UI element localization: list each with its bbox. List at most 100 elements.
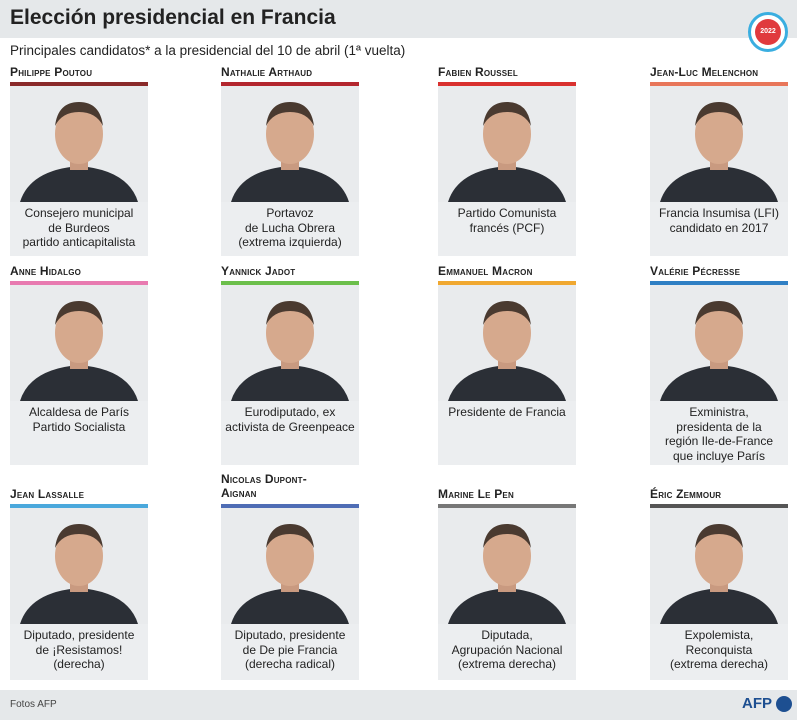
- candidate-name: Yannick Jadot: [221, 264, 296, 278]
- candidate-description-line: Partido Comunista: [457, 206, 557, 220]
- candidate-name: Jean Lassalle: [10, 487, 85, 501]
- candidate-description-line: Diputada,: [481, 628, 533, 642]
- candidate-description-box: Francia Insumisa (LFI) candidato en 2017: [650, 202, 788, 256]
- candidate-description-line: Portavoz: [266, 206, 314, 220]
- candidate-photo: [221, 285, 359, 401]
- candidate-description-box: Consejero municipal de Burdeos partido ant…: [10, 202, 148, 256]
- candidate-name: Nicolas Dupont-Aignan: [221, 472, 307, 500]
- candidate-description-line: Expolemista,: [684, 628, 754, 642]
- footer: Fotos AFP AFP: [0, 690, 797, 720]
- portrait-placeholder-icon: [660, 524, 778, 624]
- candidate-description-line: Agrupación Nacional: [451, 642, 563, 657]
- portrait-placeholder-icon: [231, 301, 349, 401]
- candidate-color-bar: [650, 82, 788, 86]
- candidate-description-line: región Ile-de-France: [664, 434, 774, 448]
- candidate-description-line: partido anticapitalista: [22, 235, 136, 249]
- candidate-photo: [438, 285, 576, 401]
- candidate-description-box: Portavoz de Lucha Obrera (extrema izquierd…: [221, 202, 359, 256]
- candidate-photo: [650, 86, 788, 202]
- candidate-name: Valérie Pécresse: [650, 264, 741, 278]
- portrait-placeholder-icon: [448, 102, 566, 202]
- candidate-description-box: Presidente de Francia: [438, 401, 576, 465]
- photo-credit: Fotos AFP: [10, 699, 57, 710]
- candidate-description-line: (extrema derecha): [457, 657, 557, 671]
- page-title: Elección presidencial en Francia: [10, 6, 336, 29]
- candidate-description-line: candidato en 2017: [669, 220, 769, 235]
- candidate-name: Philippe Poutou: [10, 65, 93, 79]
- candidate-description-line: Francia Insumisa (LFI): [658, 206, 780, 220]
- candidate-description-line: de ¡Resistamos!: [35, 642, 123, 657]
- candidate-color-bar: [10, 504, 148, 508]
- portrait-placeholder-icon: [231, 102, 349, 202]
- candidate-photo: [221, 86, 359, 202]
- year-badge-label: 2022: [755, 19, 781, 45]
- subtitle: Principales candidatos* a la presidencia…: [10, 43, 406, 58]
- candidate-color-bar: [221, 281, 359, 285]
- candidate-name: Anne Hidalgo: [10, 264, 82, 278]
- candidate-description-line: Alcaldesa de París: [28, 405, 130, 419]
- candidate-color-bar: [221, 504, 359, 508]
- portrait-placeholder-icon: [660, 301, 778, 401]
- afp-logo-dot: [776, 696, 792, 712]
- candidate-description-line: de Lucha Obrera: [244, 220, 336, 235]
- candidate-description-line: (extrema izquierda): [238, 235, 342, 249]
- portrait-placeholder-icon: [231, 524, 349, 624]
- afp-logo: AFP: [742, 695, 772, 712]
- candidate-name: Nathalie Arthaud: [221, 65, 313, 79]
- year-badge: 2022: [748, 12, 788, 52]
- candidate-description-line: Presidente de Francia: [448, 405, 566, 419]
- candidate-photo: [650, 285, 788, 401]
- candidate-photo: [438, 508, 576, 624]
- candidate-description-box: Eurodiputado, ex activista de Greenpeace: [221, 401, 359, 465]
- candidate-photo: [10, 285, 148, 401]
- candidate-color-bar: [650, 504, 788, 508]
- portrait-placeholder-icon: [660, 102, 778, 202]
- candidate-photo: [438, 86, 576, 202]
- candidate-description-line: Exministra,: [689, 405, 749, 419]
- portrait-placeholder-icon: [448, 524, 566, 624]
- candidate-description-line: (derecha radical): [244, 657, 336, 671]
- candidate-description-box: Diputada, Agrupación Nacional (extrema der…: [438, 624, 576, 680]
- candidate-name: Éric Zemmour: [650, 487, 722, 501]
- portrait-placeholder-icon: [20, 524, 138, 624]
- candidate-description-line: Eurodiputado, ex: [244, 405, 336, 419]
- candidate-description-line: Diputado, presidente: [23, 628, 135, 642]
- candidate-description-line: de Burdeos: [48, 220, 110, 235]
- candidate-description-line: Consejero municipal: [24, 206, 134, 220]
- candidate-description-line: (extrema derecha): [669, 657, 769, 671]
- candidate-description-box: Alcaldesa de París Partido Socialista: [10, 401, 148, 465]
- candidate-name: Marine Le Pen: [438, 487, 514, 501]
- candidate-description-line: presidenta de la: [676, 419, 762, 434]
- candidate-description-line: Partido Socialista: [32, 419, 126, 434]
- candidate-description-box: Exministra, presidenta de la región Ile-de…: [650, 401, 788, 465]
- candidate-name: Fabien Roussel: [438, 65, 518, 79]
- candidate-description-line: (derecha): [53, 657, 105, 671]
- candidate-photo: [10, 86, 148, 202]
- candidate-description-box: Diputado, presidente de ¡Resistamos! (dere…: [10, 624, 148, 680]
- candidate-description-line: que incluye París: [672, 448, 766, 463]
- candidate-color-bar: [438, 82, 576, 86]
- candidate-description-line: activista de Greenpeace: [225, 419, 355, 434]
- candidate-photo: [650, 508, 788, 624]
- candidate-description-line: de De pie Francia: [242, 642, 338, 657]
- candidate-description-line: francés (PCF): [469, 220, 545, 235]
- candidate-name: Jean-Luc Melenchon: [650, 65, 759, 79]
- candidate-name: Emmanuel Macron: [438, 264, 533, 278]
- candidate-color-bar: [650, 281, 788, 285]
- portrait-placeholder-icon: [448, 301, 566, 401]
- candidate-photo: [221, 508, 359, 624]
- candidate-color-bar: [438, 281, 576, 285]
- candidate-color-bar: [438, 504, 576, 508]
- candidate-description-box: Expolemista, Reconquista (extrema derecha): [650, 624, 788, 680]
- candidate-description-line: Reconquista: [685, 642, 753, 657]
- candidate-color-bar: [10, 82, 148, 86]
- candidate-color-bar: [221, 82, 359, 86]
- candidate-color-bar: [10, 281, 148, 285]
- portrait-placeholder-icon: [20, 102, 138, 202]
- candidate-description-box: Partido Comunista francés (PCF): [438, 202, 576, 256]
- header: Elección presidencial en Francia: [0, 0, 797, 38]
- candidate-description-box: Diputado, presidente de De pie Francia (de…: [221, 624, 359, 680]
- portrait-placeholder-icon: [20, 301, 138, 401]
- candidate-description-line: Diputado, presidente: [234, 628, 346, 642]
- candidate-photo: [10, 508, 148, 624]
